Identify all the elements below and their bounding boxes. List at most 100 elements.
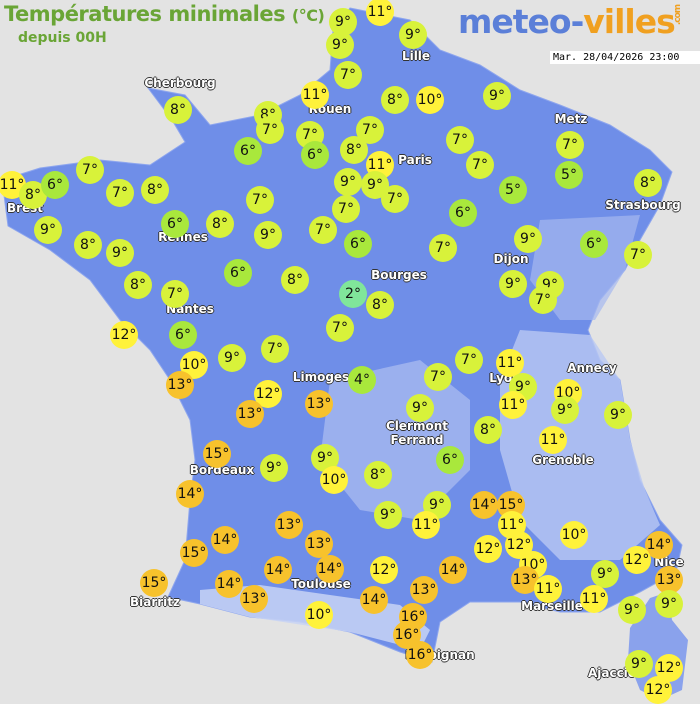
temperature-marker[interactable]: 6° xyxy=(161,210,189,238)
temperature-marker[interactable]: 14° xyxy=(215,570,243,598)
temperature-marker[interactable]: 12° xyxy=(474,535,502,563)
temperature-marker[interactable]: 12° xyxy=(254,380,282,408)
temperature-marker[interactable]: 8° xyxy=(474,416,502,444)
temperature-marker[interactable]: 9° xyxy=(260,454,288,482)
temperature-marker[interactable]: 14° xyxy=(645,531,673,559)
temperature-marker[interactable]: 9° xyxy=(218,344,246,372)
temperature-marker[interactable]: 16° xyxy=(393,621,421,649)
temperature-marker[interactable]: 9° xyxy=(604,401,632,429)
temperature-marker[interactable]: 8° xyxy=(164,96,192,124)
temperature-marker[interactable]: 7° xyxy=(106,179,134,207)
temperature-marker[interactable]: 13° xyxy=(240,585,268,613)
meteo-villes-logo[interactable]: meteo-villes .com xyxy=(458,2,684,41)
temperature-marker[interactable]: 5° xyxy=(499,176,527,204)
temperature-marker[interactable]: 14° xyxy=(439,556,467,584)
temperature-marker[interactable]: 10° xyxy=(416,86,444,114)
temperature-marker[interactable]: 7° xyxy=(256,116,284,144)
temperature-marker[interactable]: 9° xyxy=(591,560,619,588)
temperature-marker[interactable]: 11° xyxy=(301,81,329,109)
temperature-marker[interactable]: 11° xyxy=(412,511,440,539)
temperature-marker[interactable]: 8° xyxy=(141,176,169,204)
temperature-marker[interactable]: 12° xyxy=(655,654,683,682)
temperature-marker[interactable]: 8° xyxy=(340,136,368,164)
temperature-marker[interactable]: 12° xyxy=(644,676,672,704)
temperature-marker[interactable]: 6° xyxy=(224,259,252,287)
temperature-marker[interactable]: 12° xyxy=(110,321,138,349)
temperature-marker[interactable]: 7° xyxy=(76,156,104,184)
temperature-marker[interactable]: 11° xyxy=(580,585,608,613)
temperature-marker[interactable]: 7° xyxy=(332,195,360,223)
temperature-marker[interactable]: 6° xyxy=(41,171,69,199)
temperature-marker[interactable]: 11° xyxy=(539,426,567,454)
temperature-marker[interactable]: 6° xyxy=(301,141,329,169)
temperature-marker[interactable]: 9° xyxy=(514,225,542,253)
temperature-marker[interactable]: 13° xyxy=(236,400,264,428)
temperature-marker[interactable]: 7° xyxy=(429,234,457,262)
temperature-marker[interactable]: 9° xyxy=(374,501,402,529)
temperature-marker[interactable]: 7° xyxy=(529,286,557,314)
temperature-marker[interactable]: 10° xyxy=(560,521,588,549)
temperature-marker[interactable]: 7° xyxy=(309,216,337,244)
temperature-marker[interactable]: 8° xyxy=(206,210,234,238)
temperature-marker[interactable]: 5° xyxy=(555,161,583,189)
temperature-marker[interactable]: 14° xyxy=(470,491,498,519)
temperature-marker[interactable]: 6° xyxy=(234,137,262,165)
temperature-marker[interactable]: 15° xyxy=(180,539,208,567)
temperature-marker[interactable]: 7° xyxy=(466,151,494,179)
temperature-marker[interactable]: 4° xyxy=(348,366,376,394)
temperature-marker[interactable]: 16° xyxy=(406,641,434,669)
temperature-marker[interactable]: 9° xyxy=(399,21,427,49)
temperature-marker[interactable]: 12° xyxy=(623,546,651,574)
temperature-marker[interactable]: 7° xyxy=(246,186,274,214)
temperature-marker[interactable]: 9° xyxy=(311,444,339,472)
temperature-marker[interactable]: 6° xyxy=(344,230,372,258)
temperature-marker[interactable]: 11° xyxy=(366,0,394,26)
temperature-marker[interactable]: 9° xyxy=(499,270,527,298)
temperature-marker[interactable]: 7° xyxy=(161,280,189,308)
temperature-marker[interactable]: 9° xyxy=(106,239,134,267)
temperature-marker[interactable]: 7° xyxy=(455,346,483,374)
temperature-marker[interactable]: 8° xyxy=(364,461,392,489)
temperature-marker[interactable]: 8° xyxy=(19,181,47,209)
temperature-marker[interactable]: 9° xyxy=(406,394,434,422)
temperature-marker[interactable]: 13° xyxy=(511,566,539,594)
temperature-marker[interactable]: 7° xyxy=(624,241,652,269)
temperature-marker[interactable]: 9° xyxy=(326,31,354,59)
temperature-marker[interactable]: 13° xyxy=(305,390,333,418)
temperature-marker[interactable]: 8° xyxy=(366,291,394,319)
temperature-marker[interactable]: 11° xyxy=(498,511,526,539)
temperature-marker[interactable]: 7° xyxy=(446,126,474,154)
temperature-marker[interactable]: 13° xyxy=(655,566,683,594)
temperature-marker[interactable]: 9° xyxy=(254,221,282,249)
temperature-marker[interactable]: 14° xyxy=(176,480,204,508)
temperature-marker[interactable]: 13° xyxy=(305,530,333,558)
temperature-marker[interactable]: 6° xyxy=(580,230,608,258)
temperature-marker[interactable]: 9° xyxy=(34,216,62,244)
temperature-marker[interactable]: 9° xyxy=(334,168,362,196)
temperature-marker[interactable]: 14° xyxy=(264,556,292,584)
temperature-marker[interactable]: 7° xyxy=(424,363,452,391)
temperature-marker[interactable]: 11° xyxy=(496,349,524,377)
temperature-marker[interactable]: 8° xyxy=(634,169,662,197)
temperature-marker[interactable]: 7° xyxy=(334,61,362,89)
temperature-marker[interactable]: 8° xyxy=(281,266,309,294)
temperature-marker[interactable]: 9° xyxy=(625,650,653,678)
temperature-marker[interactable]: 11° xyxy=(534,575,562,603)
temperature-marker[interactable]: 13° xyxy=(275,511,303,539)
temperature-marker[interactable]: 8° xyxy=(74,231,102,259)
temperature-marker[interactable]: 12° xyxy=(370,556,398,584)
temperature-marker[interactable]: 6° xyxy=(436,446,464,474)
temperature-marker[interactable]: 6° xyxy=(169,321,197,349)
temperature-marker[interactable]: 6° xyxy=(449,199,477,227)
temperature-marker[interactable]: 9° xyxy=(618,596,646,624)
temperature-marker[interactable]: 14° xyxy=(316,555,344,583)
temperature-marker[interactable]: 7° xyxy=(261,335,289,363)
temperature-marker[interactable]: 15° xyxy=(140,569,168,597)
temperature-marker[interactable]: 9° xyxy=(655,590,683,618)
temperature-marker[interactable]: 8° xyxy=(124,271,152,299)
temperature-marker[interactable]: 13° xyxy=(166,371,194,399)
temperature-marker[interactable]: 14° xyxy=(211,526,239,554)
temperature-marker[interactable]: 13° xyxy=(410,576,438,604)
temperature-marker[interactable]: 2° xyxy=(339,280,367,308)
temperature-marker[interactable]: 8° xyxy=(381,86,409,114)
